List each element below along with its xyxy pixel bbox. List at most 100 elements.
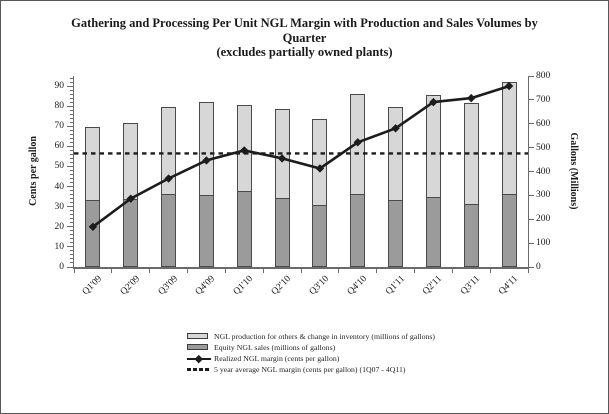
- left-axis-minor-tick: [70, 262, 74, 264]
- left-axis-minor-tick: [70, 258, 74, 260]
- dash-swatch-icon: [205, 368, 209, 371]
- realized-margin-line: [92, 84, 510, 228]
- left-axis-minor-tick: [70, 190, 74, 192]
- diamond-marker: [467, 93, 476, 103]
- left-axis-tick-label: 80: [54, 101, 65, 112]
- left-axis-minor-tick: [70, 214, 74, 216]
- left-axis-minor-tick: [70, 194, 74, 196]
- diamond-marker: [277, 154, 287, 163]
- x-axis-tick: [187, 269, 188, 273]
- diamond-marker: [429, 97, 438, 107]
- right-axis-tick-label: 400: [536, 166, 551, 177]
- bar-segment-equity-ngl-sales: [388, 200, 404, 267]
- left-axis-minor-tick: [70, 153, 74, 155]
- x-axis-tick: [111, 269, 113, 273]
- left-axis-minor-tick: [70, 250, 74, 252]
- x-axis-tick: [149, 269, 151, 273]
- right-axis-tick-label: 800: [536, 71, 551, 81]
- right-axis-tick: [529, 99, 534, 101]
- legend-item: NGL production for others & change in in…: [187, 331, 435, 342]
- left-axis-minor-tick: [70, 149, 74, 151]
- legend-item: Equity NGL sales (millions of gallons): [187, 342, 435, 353]
- legend-item-label: NGL production for others & change in in…: [214, 332, 436, 341]
- bar-segment-equity-ngl-sales: [463, 203, 479, 267]
- diamond-marker: [126, 194, 135, 203]
- left-axis-tick-label: 70: [54, 121, 65, 132]
- left-axis-tick-label: 0: [59, 262, 64, 272]
- x-axis-tick: [451, 269, 453, 273]
- legend-swatch-line-diamond: [187, 354, 214, 363]
- bar-segment-equity-ngl-sales: [161, 194, 177, 267]
- left-axis-minor-tick: [70, 198, 74, 200]
- left-axis-tick: [67, 186, 74, 188]
- bar-segment-equity-ngl-sales: [85, 200, 101, 267]
- right-axis-tick: [529, 218, 534, 220]
- left-axis-minor-tick: [70, 81, 74, 83]
- left-axis-line: [73, 76, 74, 267]
- x-axis-category-label: Q2'10: [269, 274, 294, 298]
- left-axis-minor-tick: [70, 182, 74, 184]
- left-axis-minor-tick: [70, 169, 74, 171]
- right-axis-tick: [529, 266, 534, 268]
- bar-segment-equity-ngl-sales: [501, 194, 517, 267]
- right-axis-tick-label: 100: [536, 238, 551, 249]
- diamond-marker: [202, 156, 211, 165]
- line-overlay: [74, 81, 528, 231]
- left-axis-minor-tick: [70, 254, 74, 256]
- left-axis-minor-tick: [70, 242, 74, 244]
- diamond-marker: [240, 146, 249, 155]
- left-axis-minor-tick: [70, 109, 74, 111]
- x-axis-tick: [527, 269, 529, 273]
- left-axis-minor-tick: [70, 178, 74, 180]
- right-axis-line: [528, 76, 529, 267]
- right-axis-tick-label: 700: [536, 94, 551, 105]
- right-axis-tick: [529, 194, 534, 196]
- x-axis-tick: [338, 269, 340, 273]
- x-axis-tick: [414, 269, 415, 273]
- right-axis-tick-label: 300: [536, 190, 551, 201]
- left-axis-minor-tick: [70, 141, 74, 143]
- legend-item: 5 year average NGL margin (cents per gal…: [187, 364, 435, 375]
- bar-segment-equity-ngl-sales: [274, 197, 290, 267]
- left-axis-tick: [67, 246, 74, 248]
- left-axis-tick: [67, 165, 74, 167]
- left-axis-tick: [67, 145, 74, 147]
- x-axis-category-label: Q4'11: [497, 274, 521, 297]
- left-axis-minor-tick: [70, 230, 74, 232]
- x-axis-tick: [73, 269, 75, 273]
- dash-swatch-icon: [199, 368, 203, 371]
- right-axis-tick: [529, 123, 534, 125]
- left-axis-minor-tick: [70, 129, 74, 131]
- left-axis-tick-label: 30: [54, 201, 65, 212]
- left-axis-minor-tick: [70, 117, 74, 119]
- chart-title: Gathering and Processing Per Unit NGL Ma…: [1, 16, 608, 60]
- diamond-swatch-icon: [194, 354, 203, 363]
- right-axis-tick: [529, 171, 534, 172]
- legend-item: Realized NGL margin (cents per gallon): [187, 353, 435, 364]
- chart-title-line2: Quarter: [282, 30, 327, 45]
- bar-segment-equity-ngl-sales: [350, 194, 366, 267]
- left-axis-tick: [67, 85, 74, 87]
- bar-segment-equity-ngl-sales: [425, 196, 441, 267]
- right-axis-tick: [529, 147, 534, 149]
- left-axis-minor-tick: [70, 222, 74, 224]
- left-axis-minor-tick: [70, 121, 74, 123]
- left-axis-minor-tick: [70, 113, 74, 115]
- legend-item-label: Equity NGL sales (millions of gallons): [214, 343, 336, 352]
- left-axis-tick: [67, 226, 74, 228]
- x-axis-tick: [262, 269, 264, 273]
- left-axis-tick-label: 20: [54, 221, 65, 232]
- x-axis-category-label: Q3'10: [307, 274, 331, 298]
- legend-item-label: 5 year average NGL margin (cents per gal…: [214, 365, 406, 374]
- left-axis-tick: [67, 125, 74, 127]
- x-axis-tick: [224, 269, 226, 273]
- diamond-marker: [164, 174, 173, 183]
- left-axis-tick-label: 90: [54, 81, 65, 92]
- left-axis-tick: [67, 206, 74, 208]
- left-axis-minor-tick: [70, 137, 74, 139]
- dash-swatch-icon: [187, 368, 191, 371]
- left-axis-minor-tick: [70, 202, 74, 204]
- left-axis-minor-tick: [70, 133, 74, 135]
